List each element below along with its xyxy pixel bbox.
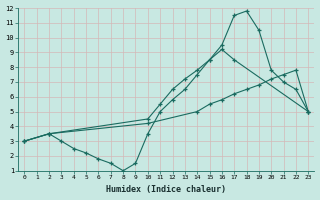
X-axis label: Humidex (Indice chaleur): Humidex (Indice chaleur) bbox=[106, 185, 226, 194]
